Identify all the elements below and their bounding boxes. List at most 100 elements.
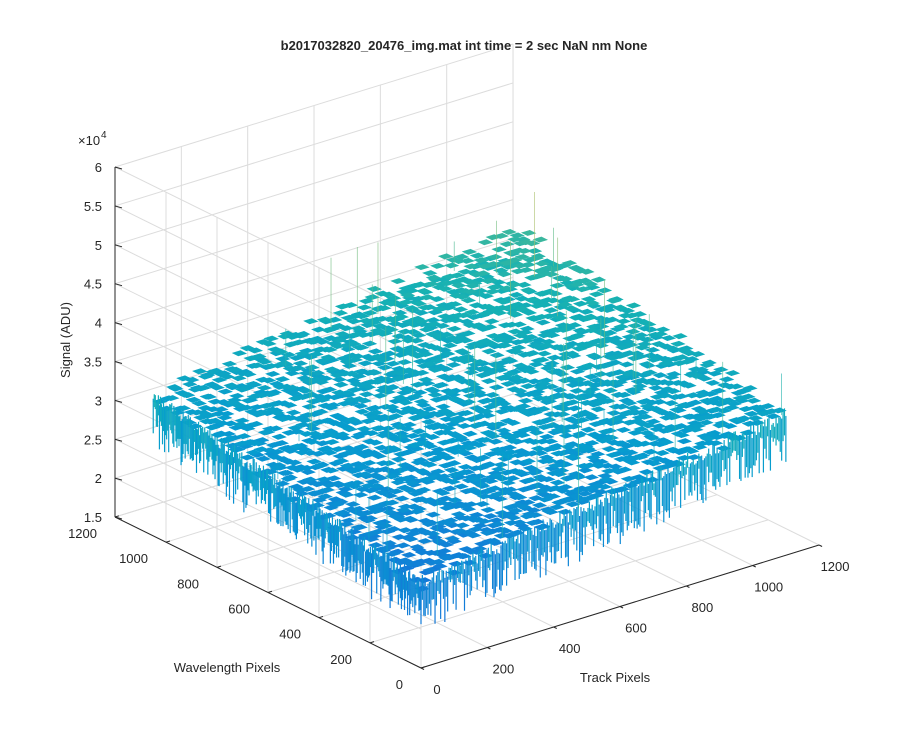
z-exponent-base: ×10	[78, 133, 100, 148]
surface-cell	[539, 433, 555, 440]
surface-cell	[304, 438, 321, 445]
surface-cell	[521, 309, 538, 316]
surface-cell	[351, 344, 368, 351]
surface-cell	[516, 247, 533, 254]
surface-cell	[429, 296, 445, 303]
surface-cell	[419, 294, 435, 301]
surface-cell	[411, 300, 427, 307]
surface-cell	[261, 340, 277, 347]
surface-cell	[664, 414, 681, 421]
surface-cell	[306, 458, 322, 465]
z-tick-mark	[114, 166, 123, 170]
surface-cell	[345, 468, 361, 475]
surface-cell	[247, 347, 264, 354]
surface-cell	[643, 326, 659, 333]
surface-cell	[364, 405, 380, 412]
surface-cell	[518, 266, 534, 273]
z-tick-label: 1.5	[84, 510, 102, 525]
surface-cell	[533, 487, 550, 494]
surface-cell	[579, 445, 596, 452]
surface-cell	[517, 397, 534, 404]
surface-cell	[580, 426, 596, 433]
y-tick-mark	[216, 565, 222, 568]
surface-cell	[329, 501, 345, 508]
surface-cell	[441, 485, 458, 492]
surface-cell	[401, 448, 417, 456]
z-tick-mark	[114, 283, 123, 287]
surface-cell	[339, 462, 356, 469]
surface-cell	[738, 405, 754, 413]
surface-cell	[240, 397, 257, 404]
surface-cell	[257, 429, 274, 436]
surface-cell	[461, 444, 478, 451]
x-tick-label: 800	[692, 600, 714, 615]
surface-cell	[510, 469, 526, 476]
surface-cell	[452, 434, 468, 441]
surface-cell	[478, 293, 495, 300]
surface-cell	[724, 370, 741, 377]
surface-cell	[362, 309, 378, 316]
surface-cell	[584, 299, 600, 306]
surface-cell	[209, 384, 225, 391]
surface-cell	[509, 232, 525, 239]
surface-cell	[556, 326, 572, 333]
surface-cell	[390, 479, 406, 486]
surface-cell	[742, 385, 758, 392]
surface-cell	[453, 253, 470, 260]
surface-cell	[409, 508, 425, 515]
surface-cell	[306, 430, 323, 437]
surface-cell	[422, 567, 438, 574]
surface-cell	[571, 376, 587, 383]
wall-grid-line	[114, 477, 422, 630]
surface-cell	[368, 508, 384, 515]
surface-cell	[271, 433, 287, 440]
surface-cell	[217, 388, 233, 395]
surface-cell	[689, 351, 706, 358]
y-tick-label: 400	[279, 627, 301, 642]
surface-cell	[707, 440, 724, 447]
surface-cell	[446, 325, 462, 332]
x-tick-label: 600	[625, 621, 647, 636]
surface-cell	[557, 405, 573, 412]
surface-cell	[506, 257, 523, 264]
y-tick-label: 200	[330, 652, 352, 667]
surface-cell	[518, 337, 535, 344]
surface-cell	[481, 348, 497, 355]
surface-cell	[350, 524, 366, 531]
surface-cell	[312, 462, 328, 469]
surface-cell	[542, 457, 558, 464]
surface-cell	[724, 404, 740, 411]
surface-cell	[357, 471, 373, 478]
surface-cell	[450, 511, 467, 518]
surface-cell	[488, 517, 504, 524]
surface-cell	[234, 417, 250, 424]
surface-cell	[718, 376, 735, 383]
surface-cell	[232, 421, 248, 428]
surface-cell	[535, 380, 552, 387]
surface-cell	[338, 521, 355, 528]
surface-cell	[408, 337, 425, 344]
surface-cell	[460, 330, 476, 337]
surface-cell	[607, 463, 623, 470]
wall-grid-line	[114, 238, 514, 362]
z-tick-mark	[114, 361, 123, 364]
surface-cell	[581, 362, 597, 369]
surface-cell	[515, 432, 531, 439]
surface-cell	[552, 314, 569, 321]
surface-cell	[316, 446, 332, 453]
surface-cell	[513, 305, 529, 312]
surface-cell	[622, 400, 638, 407]
surface-cell	[245, 449, 261, 456]
x-tick-mark	[619, 606, 624, 609]
surface-cell	[460, 506, 477, 513]
surface-cell	[231, 350, 248, 357]
surface-cell	[478, 310, 494, 317]
surface-cell	[700, 413, 716, 420]
surface-cell	[415, 410, 431, 417]
surface-cell	[531, 419, 547, 426]
surface-cell	[625, 405, 642, 412]
surface-cell	[697, 375, 713, 382]
surface-cell	[528, 361, 544, 368]
surface-cell	[413, 318, 429, 325]
surface-cell	[508, 374, 524, 381]
